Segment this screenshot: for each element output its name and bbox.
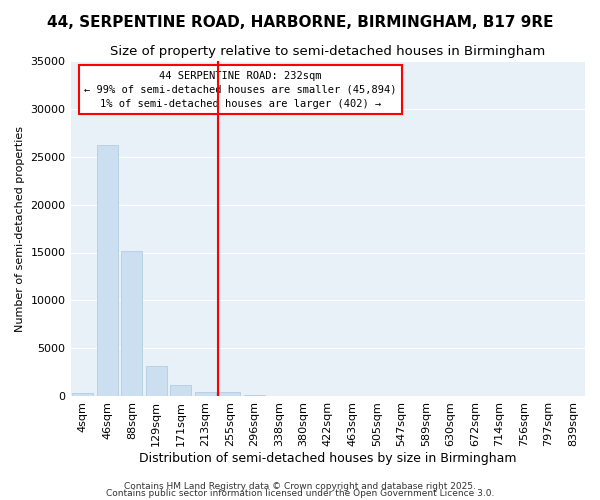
Bar: [220, 392, 240, 396]
Bar: [121, 250, 142, 396]
Bar: [170, 385, 191, 396]
Text: Contains HM Land Registry data © Crown copyright and database right 2025.: Contains HM Land Registry data © Crown c…: [124, 482, 476, 491]
Text: 44 SERPENTINE ROAD: 232sqm
← 99% of semi-detached houses are smaller (45,894)
1%: 44 SERPENTINE ROAD: 232sqm ← 99% of semi…: [84, 70, 397, 108]
Bar: [73, 392, 93, 396]
Text: Contains public sector information licensed under the Open Government Licence 3.: Contains public sector information licen…: [106, 490, 494, 498]
Bar: [146, 366, 167, 396]
Bar: [97, 145, 118, 397]
Text: 44, SERPENTINE ROAD, HARBORNE, BIRMINGHAM, B17 9RE: 44, SERPENTINE ROAD, HARBORNE, BIRMINGHA…: [47, 15, 553, 30]
Y-axis label: Number of semi-detached properties: Number of semi-detached properties: [15, 126, 25, 332]
X-axis label: Distribution of semi-detached houses by size in Birmingham: Distribution of semi-detached houses by …: [139, 452, 517, 465]
Title: Size of property relative to semi-detached houses in Birmingham: Size of property relative to semi-detach…: [110, 45, 545, 58]
Bar: [195, 392, 215, 396]
